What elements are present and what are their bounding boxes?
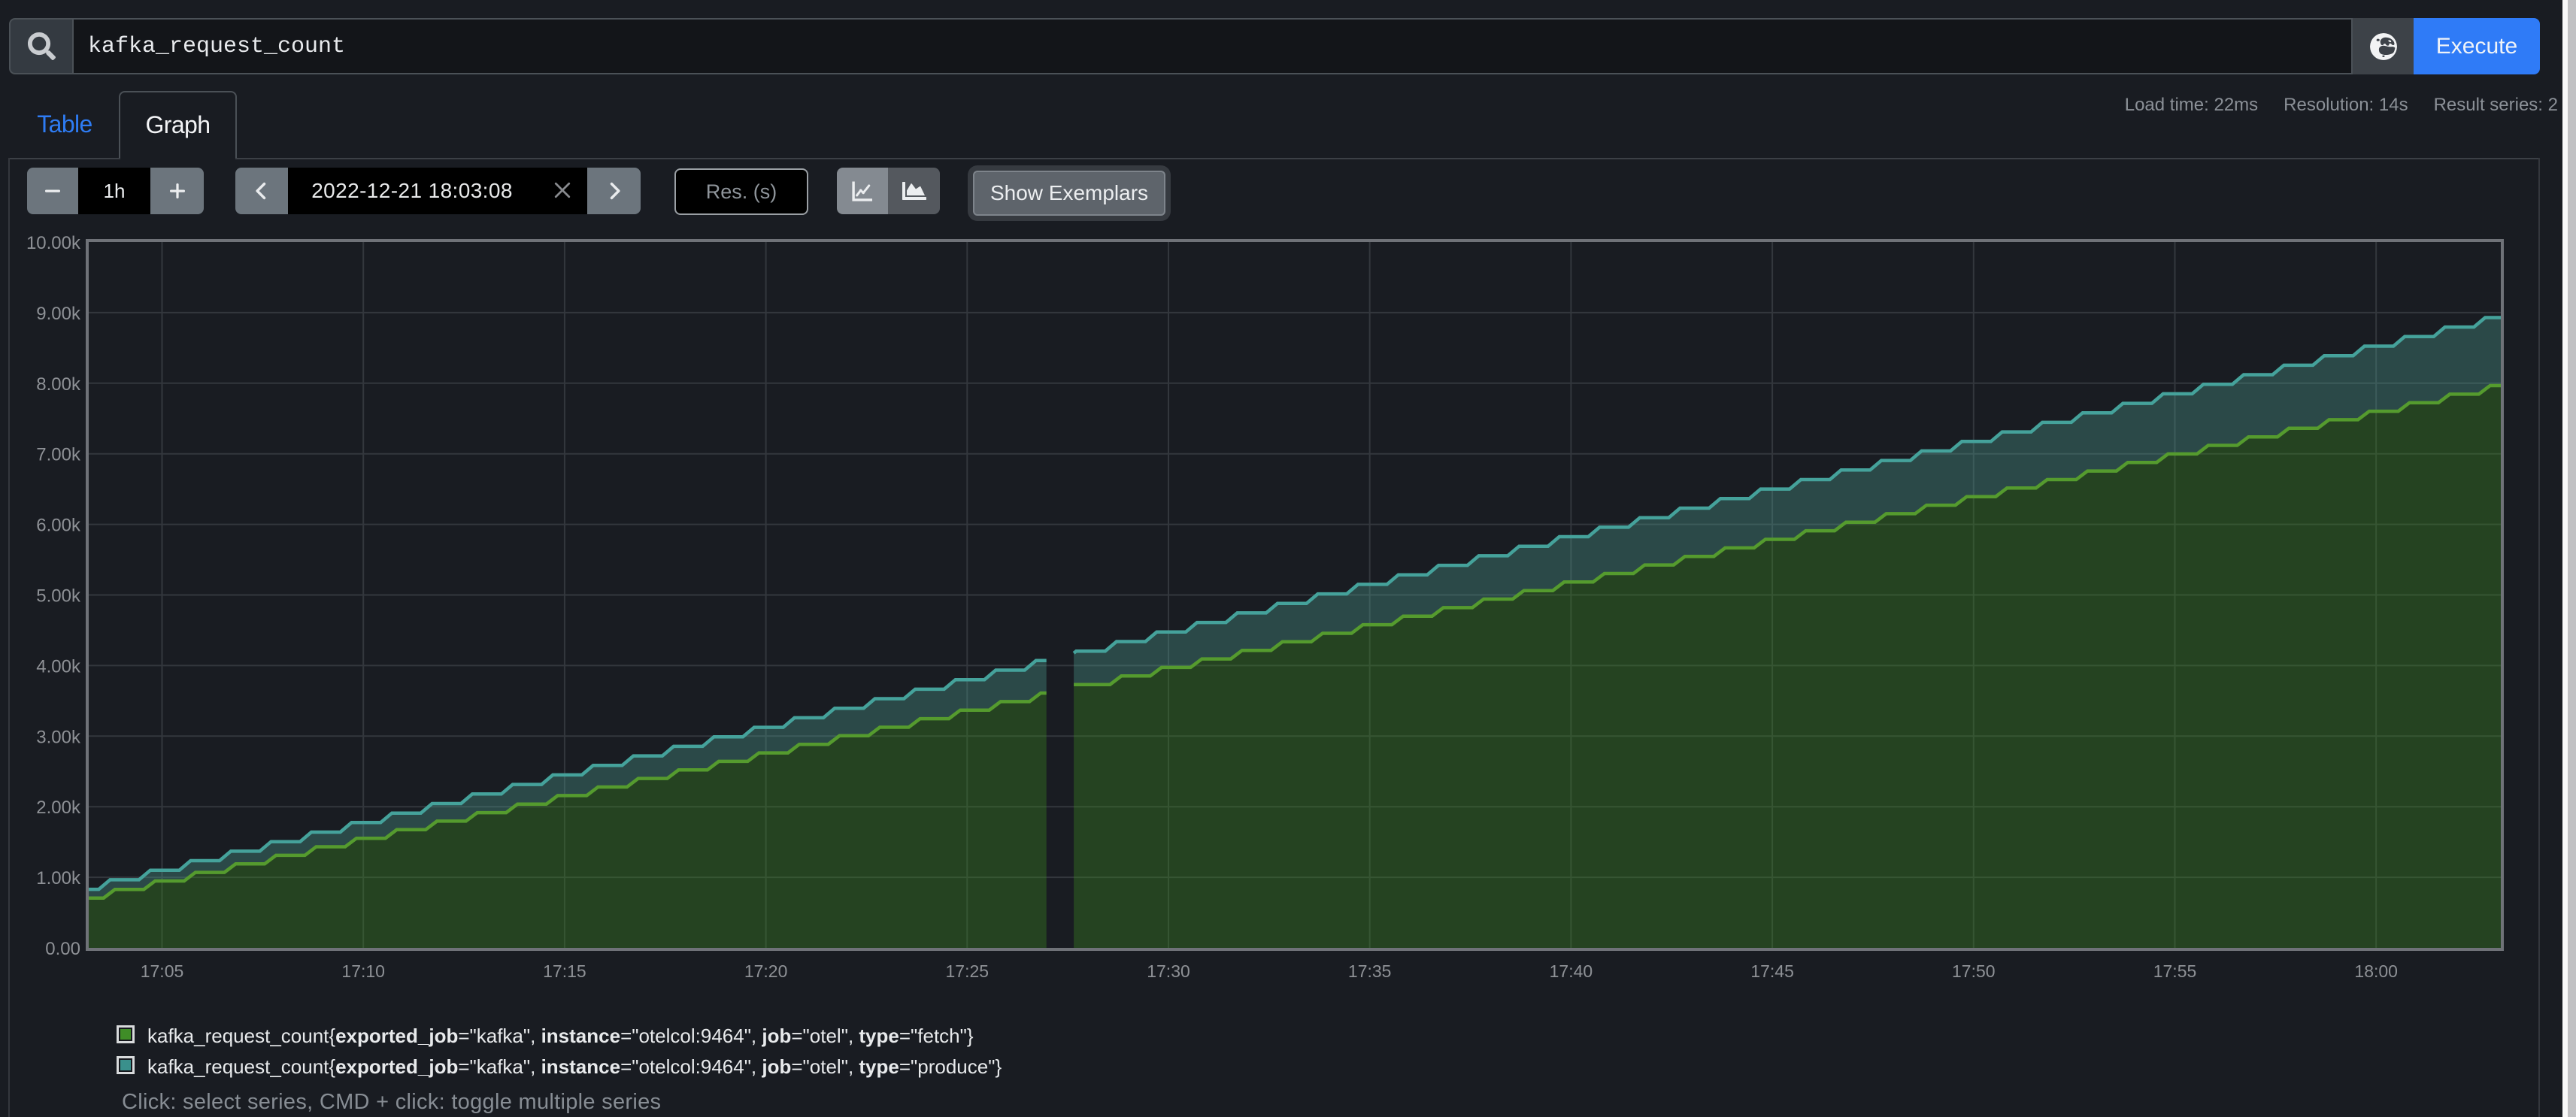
svg-text:1.00k: 1.00k xyxy=(36,868,81,888)
svg-text:17:30: 17:30 xyxy=(1147,961,1190,981)
svg-text:2.00k: 2.00k xyxy=(36,798,81,818)
svg-text:17:15: 17:15 xyxy=(543,961,586,981)
svg-text:3.00k: 3.00k xyxy=(36,727,81,747)
svg-text:7.00k: 7.00k xyxy=(36,445,81,465)
svg-text:17:55: 17:55 xyxy=(2153,961,2197,981)
svg-text:17:40: 17:40 xyxy=(1550,961,1593,981)
svg-text:10.00k: 10.00k xyxy=(26,233,81,253)
svg-text:18:00: 18:00 xyxy=(2354,961,2398,981)
svg-text:17:05: 17:05 xyxy=(141,961,184,981)
svg-text:17:20: 17:20 xyxy=(744,961,788,981)
svg-text:6.00k: 6.00k xyxy=(36,516,81,536)
svg-text:0.00: 0.00 xyxy=(45,939,80,959)
svg-text:9.00k: 9.00k xyxy=(36,304,81,324)
svg-text:5.00k: 5.00k xyxy=(36,586,81,607)
svg-text:17:35: 17:35 xyxy=(1348,961,1392,981)
svg-text:17:45: 17:45 xyxy=(1750,961,1794,981)
svg-text:17:10: 17:10 xyxy=(341,961,385,981)
svg-text:4.00k: 4.00k xyxy=(36,656,81,677)
svg-text:17:50: 17:50 xyxy=(1952,961,1996,981)
svg-text:8.00k: 8.00k xyxy=(36,374,81,395)
svg-text:17:25: 17:25 xyxy=(946,961,989,981)
